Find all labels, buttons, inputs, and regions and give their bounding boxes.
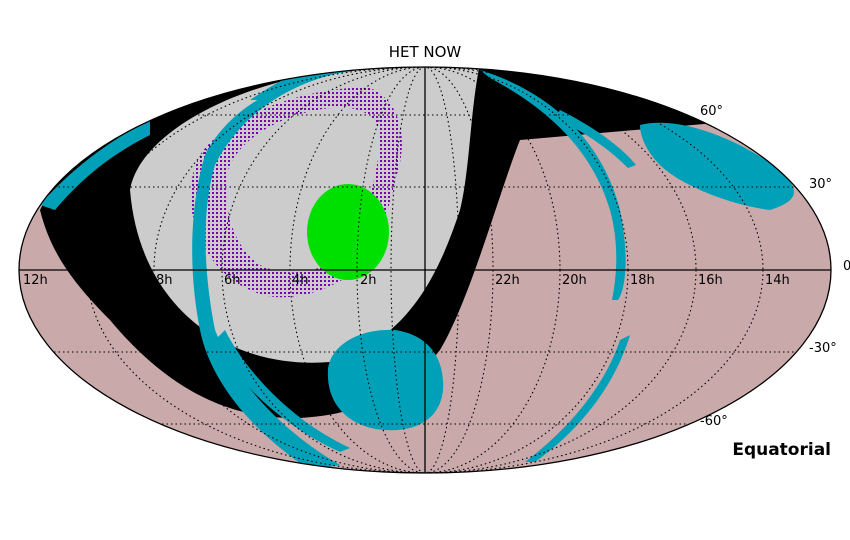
ra-label: 18h [630, 273, 655, 288]
map-title: HET NOW [389, 43, 462, 61]
map-boundary [18, 66, 832, 474]
dec-label: 0° [843, 259, 850, 274]
ra-label: 6h [224, 273, 241, 288]
field-of-view [307, 184, 389, 280]
ra-label: 8h [156, 273, 173, 288]
dec-label: -60° [700, 414, 728, 429]
graticule-axes [19, 67, 831, 473]
coordinate-system-label: Equatorial [732, 440, 831, 460]
dec-labels: 60° 30° 0° -30° -60° [700, 104, 850, 429]
ra-label: 12h [23, 273, 48, 288]
pointing-track [190, 87, 402, 298]
ra-label: 22h [495, 273, 520, 288]
dec-label: 60° [700, 104, 723, 119]
ra-label: 20h [562, 273, 587, 288]
ra-labels: 12h 8h 6h 4h 2h 22h 20h 18h 16h 14h [23, 273, 790, 288]
ra-label: 14h [765, 273, 790, 288]
dec-label: 30° [809, 177, 832, 192]
dec-label: -30° [809, 341, 837, 356]
ra-label: 16h [698, 273, 723, 288]
ra-label: 2h [360, 273, 377, 288]
skymap-regions [40, 70, 794, 470]
ra-label: 4h [292, 273, 309, 288]
